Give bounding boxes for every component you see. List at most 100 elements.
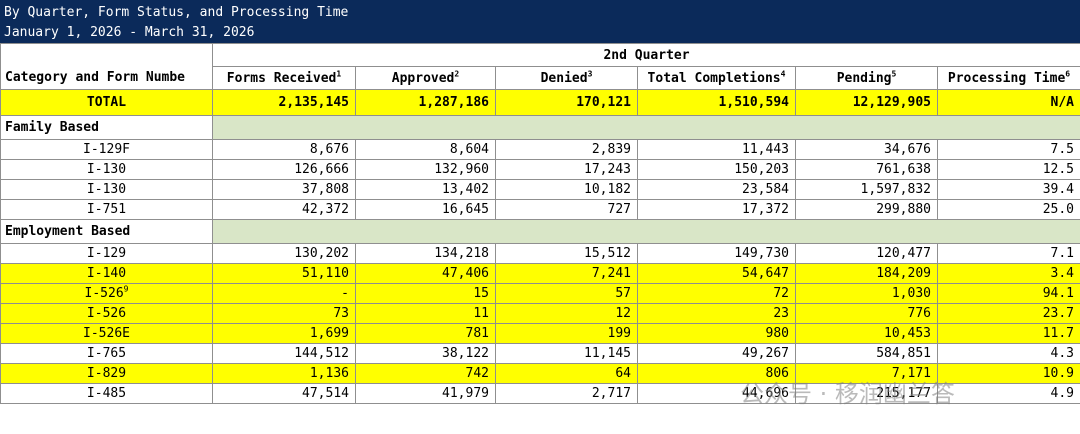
cell-completions: 44,696	[637, 383, 796, 404]
cell-received: 73	[212, 303, 356, 324]
form-number: I-485	[0, 383, 213, 404]
cell-completions: 23	[637, 303, 796, 324]
table-row: I-526E 1,699 781 199 980 10,453 11.7	[0, 323, 1080, 344]
cell-completions: 72	[637, 283, 796, 304]
cell-denied: 64	[495, 363, 638, 384]
column-header-denied: Denied3	[495, 66, 638, 90]
column-header-processing: Processing Time6	[937, 66, 1080, 90]
report-date-range: January 1, 2026 - March 31, 2026	[4, 25, 255, 40]
cell-processing: 4.3	[937, 343, 1080, 364]
form-number: I-526	[0, 303, 213, 324]
cell-completions: 11,443	[637, 139, 796, 160]
quarter-header: 2nd Quarter	[212, 43, 1080, 67]
cell-received: 1,136	[212, 363, 356, 384]
cell-approved: 781	[355, 323, 496, 344]
report-title: By Quarter, Form Status, and Processing …	[4, 5, 349, 20]
table-row: I-129 130,202 134,218 15,512 149,730 120,477 7…	[0, 243, 1080, 264]
cell-completions: 17,372	[637, 199, 796, 220]
form-status-table: 2nd Quarter Category and Form Numbe Form…	[0, 43, 1080, 404]
table-row: I-130 126,666 132,960 17,243 150,203 761,638 1…	[0, 159, 1080, 180]
cell-pending: 584,851	[795, 343, 938, 364]
table-row: I-765 144,512 38,122 11,145 49,267 584,851 4.3	[0, 343, 1080, 364]
form-number: I-5269	[0, 283, 213, 304]
column-header-pending: Pending5	[795, 66, 938, 90]
form-number: I-129	[0, 243, 213, 264]
cell-denied: 12	[495, 303, 638, 324]
cell-processing: 23.7	[937, 303, 1080, 324]
table-row: I-829 1,136 742 64 806 7,171 10.9	[0, 363, 1080, 384]
form-number: I-751	[0, 199, 213, 220]
cell-completions: 980	[637, 323, 796, 344]
form-number: I-765	[0, 343, 213, 364]
total-pending: 12,129,905	[795, 89, 938, 116]
cell-received: 1,699	[212, 323, 356, 344]
cell-pending: 776	[795, 303, 938, 324]
cell-denied: 2,717	[495, 383, 638, 404]
cell-received: 130,202	[212, 243, 356, 264]
cell-received: -	[212, 283, 356, 304]
section-fill	[212, 219, 1080, 244]
cell-denied: 7,241	[495, 263, 638, 284]
cell-approved: 11	[355, 303, 496, 324]
cell-pending: 299,880	[795, 199, 938, 220]
cell-denied: 727	[495, 199, 638, 220]
cell-processing: 10.9	[937, 363, 1080, 384]
cell-pending: 10,453	[795, 323, 938, 344]
form-number: I-140	[0, 263, 213, 284]
cell-denied: 57	[495, 283, 638, 304]
table-row: I-130 37,808 13,402 10,182 23,584 1,597,832 39…	[0, 179, 1080, 200]
cell-received: 8,676	[212, 139, 356, 160]
cell-received: 144,512	[212, 343, 356, 364]
cell-pending: 215,177	[795, 383, 938, 404]
cell-denied: 11,145	[495, 343, 638, 364]
cell-completions: 806	[637, 363, 796, 384]
total-completions: 1,510,594	[637, 89, 796, 116]
section-header-employment: Employment Based	[0, 219, 1080, 244]
section-header-family: Family Based	[0, 115, 1080, 140]
cell-approved: 742	[355, 363, 496, 384]
total-processing: N/A	[937, 89, 1080, 116]
column-header-received: Forms Received1	[212, 66, 356, 90]
total-label: TOTAL	[0, 89, 213, 116]
total-approved: 1,287,186	[355, 89, 496, 116]
cell-processing: 3.4	[937, 263, 1080, 284]
cell-denied: 199	[495, 323, 638, 344]
cell-approved: 47,406	[355, 263, 496, 284]
family-section: Family Based I-129F 8,676 8,604 2,839 11,443…	[0, 115, 1080, 220]
table-row: I-751 42,372 16,645 727 17,372 299,880 25.0	[0, 199, 1080, 220]
total-received: 2,135,145	[212, 89, 356, 116]
cell-completions: 54,647	[637, 263, 796, 284]
cell-approved: 8,604	[355, 139, 496, 160]
table-row: I-140 51,110 47,406 7,241 54,647 184,209 3.4	[0, 263, 1080, 284]
table-row: I-5269-15 57 72 1,030 94.1	[0, 283, 1080, 304]
section-label: Employment Based	[0, 219, 213, 244]
cell-completions: 149,730	[637, 243, 796, 264]
cell-approved: 16,645	[355, 199, 496, 220]
cell-received: 42,372	[212, 199, 356, 220]
table-row: I-129F 8,676 8,604 2,839 11,443 34,676 7.5	[0, 139, 1080, 160]
form-number: I-526E	[0, 323, 213, 344]
cell-processing: 25.0	[937, 199, 1080, 220]
form-number: I-829	[0, 363, 213, 384]
cell-approved: 15	[355, 283, 496, 304]
cell-processing: 94.1	[937, 283, 1080, 304]
cell-completions: 23,584	[637, 179, 796, 200]
cell-received: 47,514	[212, 383, 356, 404]
cell-processing: 11.7	[937, 323, 1080, 344]
quarter-header-spacer	[0, 43, 213, 67]
cell-processing: 7.5	[937, 139, 1080, 160]
cell-completions: 49,267	[637, 343, 796, 364]
form-number: I-130	[0, 179, 213, 200]
column-header-completions: Total Completions4	[637, 66, 796, 90]
cell-pending: 1,030	[795, 283, 938, 304]
cell-approved: 13,402	[355, 179, 496, 200]
cell-denied: 10,182	[495, 179, 638, 200]
cell-pending: 761,638	[795, 159, 938, 180]
cell-received: 51,110	[212, 263, 356, 284]
column-header-approved: Approved2	[355, 66, 496, 90]
cell-processing: 12.5	[937, 159, 1080, 180]
cell-pending: 184,209	[795, 263, 938, 284]
total-row: TOTAL 2,135,145 1,287,186 170,121 1,510,…	[0, 89, 1080, 116]
table-row: I-526 73 11 12 23 776 23.7	[0, 303, 1080, 324]
cell-approved: 132,960	[355, 159, 496, 180]
